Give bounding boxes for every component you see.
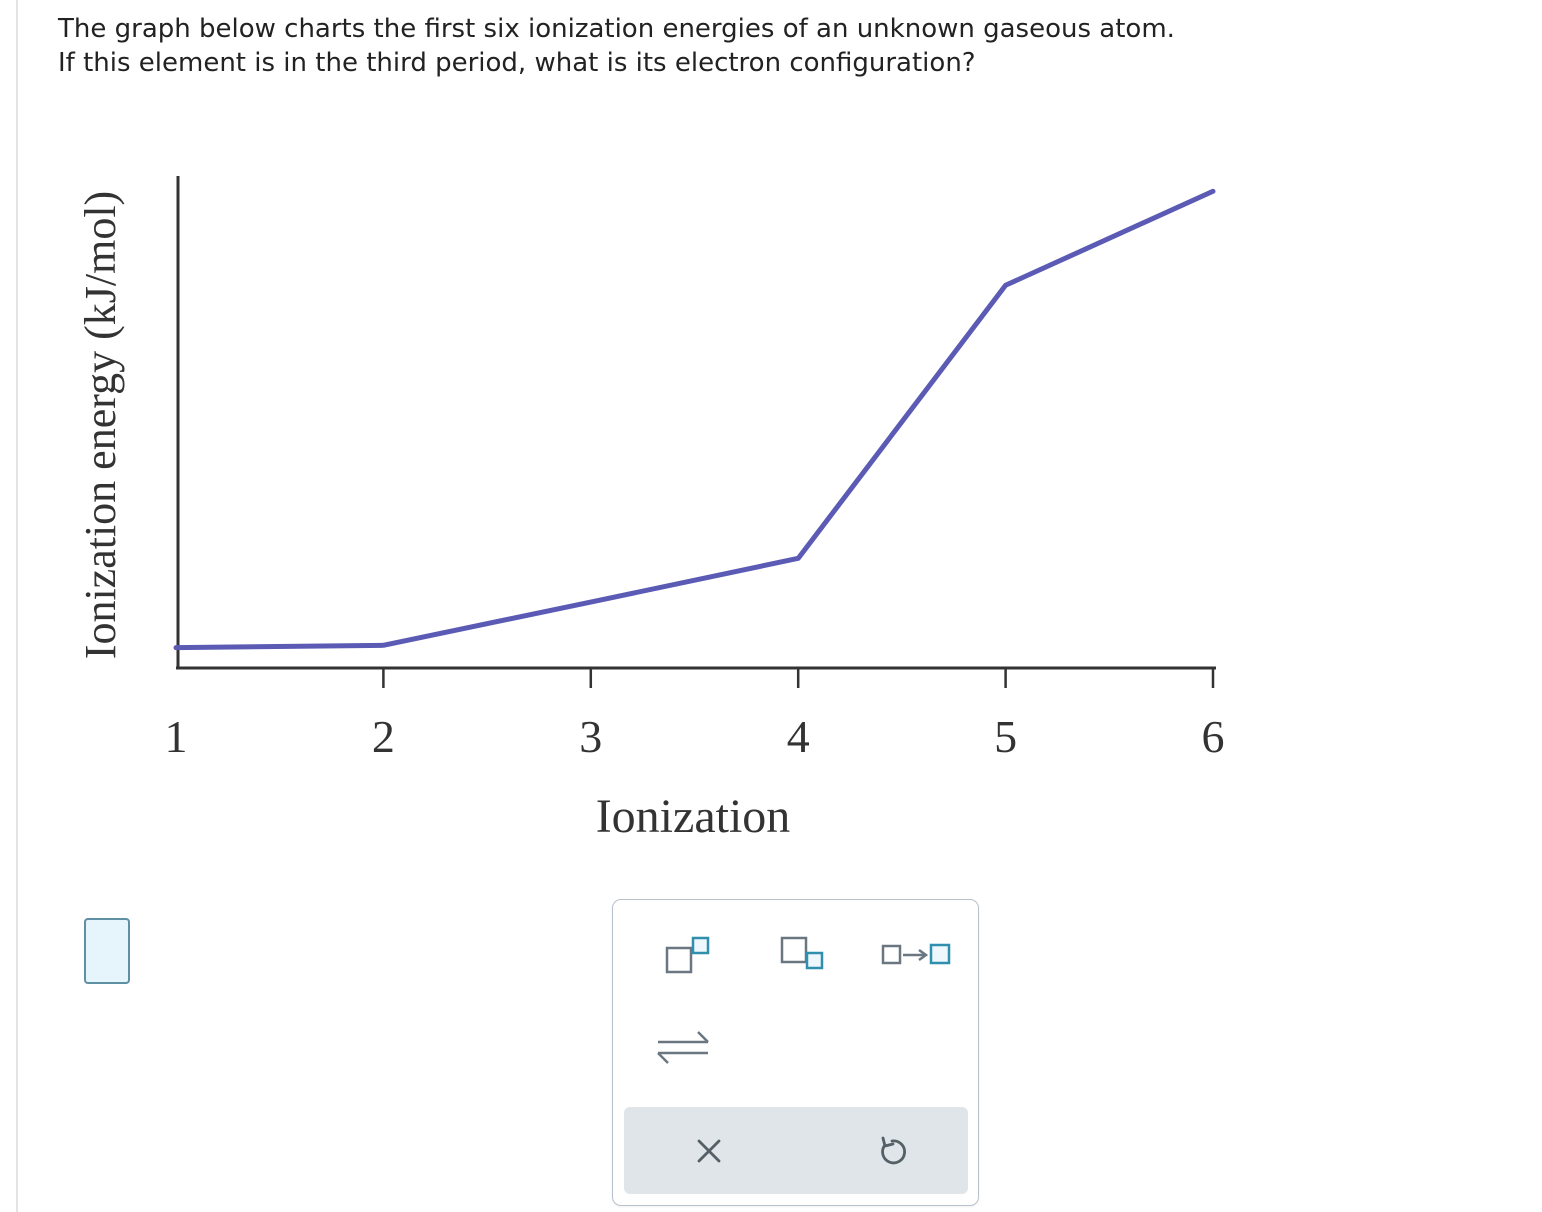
y-axis-label: Ionization energy (kJ/mol)	[76, 191, 125, 659]
x-tick-label: 2	[372, 711, 395, 762]
question-text: The graph below charts the first six ion…	[58, 12, 1458, 80]
x-tick-label: 5	[994, 711, 1017, 762]
x-axis-label: Ionization	[596, 790, 791, 843]
answer-input[interactable]	[84, 918, 130, 984]
subscript-icon	[780, 936, 824, 970]
superscript-button[interactable]	[643, 920, 723, 990]
x-tick-label: 1	[165, 711, 188, 762]
toolbox-footer	[624, 1107, 968, 1194]
reaction-arrow-icon	[881, 943, 951, 965]
question-line-2: If this element is in the third period, …	[58, 48, 976, 78]
series-line	[173, 188, 1216, 651]
clear-icon	[697, 1139, 721, 1162]
subscript-button[interactable]	[756, 920, 836, 990]
content-border	[16, 0, 18, 1212]
ionization-chart: Ionization energy (kJ/mol) 1 2 3 4 5 6 Ioniza…	[76, 176, 1225, 843]
equilibrium-arrow-icon	[657, 1031, 709, 1064]
x-tick-label: 4	[787, 711, 810, 762]
x-tick-label: 3	[579, 711, 602, 762]
x-ticks	[382, 668, 1215, 688]
x-tick-labels: 1 2 3 4 5 6	[165, 711, 1225, 762]
math-toolbox	[612, 899, 979, 1206]
undo-button[interactable]	[852, 1107, 932, 1194]
equilibrium-arrow-button[interactable]	[643, 1012, 723, 1082]
superscript-icon	[665, 936, 710, 974]
undo-icon	[881, 1136, 906, 1164]
clear-button[interactable]	[669, 1107, 749, 1194]
question-line-1: The graph below charts the first six ion…	[58, 14, 1175, 44]
reaction-arrow-button[interactable]	[870, 920, 960, 990]
x-tick-label: 6	[1202, 711, 1225, 762]
